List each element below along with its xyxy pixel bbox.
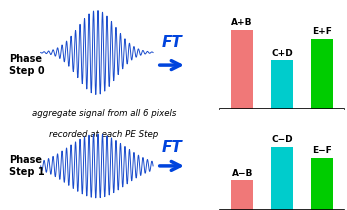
Text: E−F: E−F (312, 146, 331, 155)
Bar (231, 180, 253, 210)
Text: aggregate signal from all 6 pixels: aggregate signal from all 6 pixels (32, 109, 176, 118)
Text: FT: FT (161, 140, 182, 155)
Text: A+B: A+B (231, 18, 253, 27)
Bar (311, 39, 333, 109)
Text: recorded at each PE Step: recorded at each PE Step (50, 130, 159, 139)
Text: Phase
Step 0: Phase Step 0 (9, 54, 44, 76)
Bar (231, 30, 253, 109)
Text: C−D: C−D (271, 135, 293, 144)
Bar (311, 158, 333, 210)
Text: FT: FT (161, 35, 182, 50)
Text: E+F: E+F (312, 27, 332, 36)
Text: Phase
Step 1: Phase Step 1 (9, 155, 44, 177)
Text: A−B: A−B (231, 169, 253, 178)
Bar (271, 60, 293, 109)
Bar (271, 147, 293, 210)
Text: C+D: C+D (271, 49, 293, 58)
